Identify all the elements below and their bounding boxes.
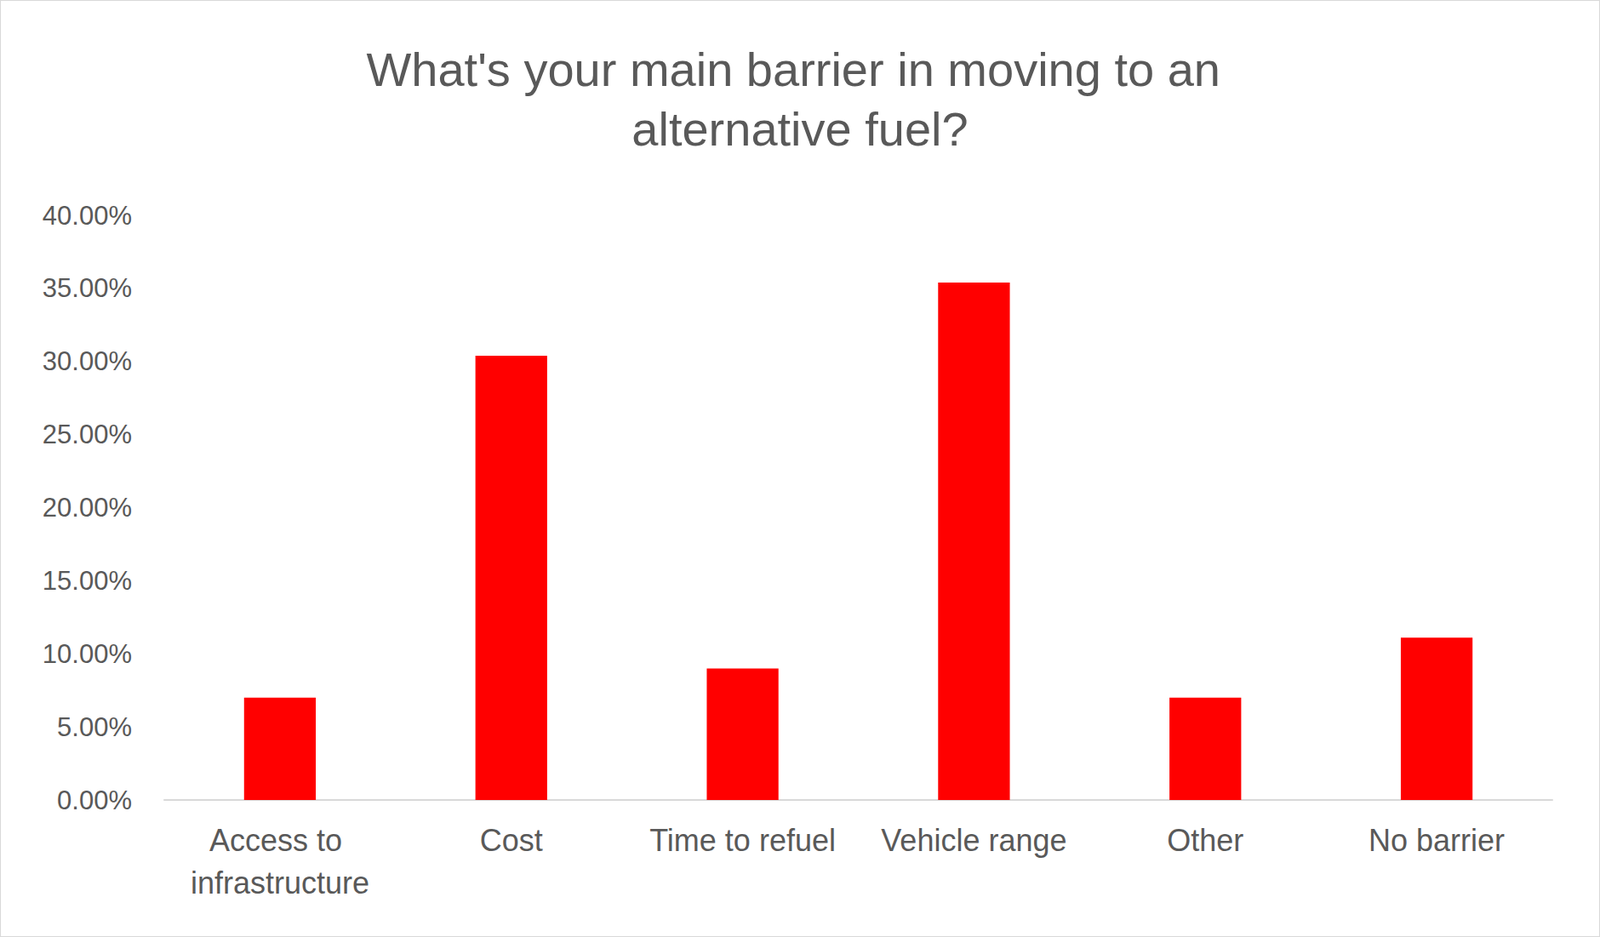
svg-text:No barrier: No barrier bbox=[1368, 822, 1505, 858]
svg-text:Time to refuel: Time to refuel bbox=[649, 822, 836, 858]
svg-text:Cost: Cost bbox=[480, 822, 543, 858]
svg-text:15.00%: 15.00% bbox=[42, 565, 132, 596]
svg-text:Access to: Access to bbox=[209, 822, 351, 858]
svg-text:25.00%: 25.00% bbox=[42, 419, 132, 450]
svg-text:infrastructure: infrastructure bbox=[190, 865, 370, 901]
svg-text:30.00%: 30.00% bbox=[42, 346, 132, 377]
svg-text:alternative fuel?: alternative fuel? bbox=[631, 102, 968, 156]
svg-text:35.00%: 35.00% bbox=[42, 273, 132, 303]
svg-text:0.00%: 0.00% bbox=[57, 785, 132, 816]
svg-text:10.00%: 10.00% bbox=[42, 639, 132, 669]
svg-text:40.00%: 40.00% bbox=[42, 200, 132, 231]
svg-text:5.00%: 5.00% bbox=[57, 712, 132, 743]
svg-text:What's your main barrier in mo: What's your main barrier in moving to an bbox=[365, 42, 1234, 97]
svg-text:Other: Other bbox=[1166, 822, 1244, 858]
svg-text:20.00%: 20.00% bbox=[42, 492, 132, 523]
svg-text:Vehicle range: Vehicle range bbox=[880, 822, 1067, 858]
